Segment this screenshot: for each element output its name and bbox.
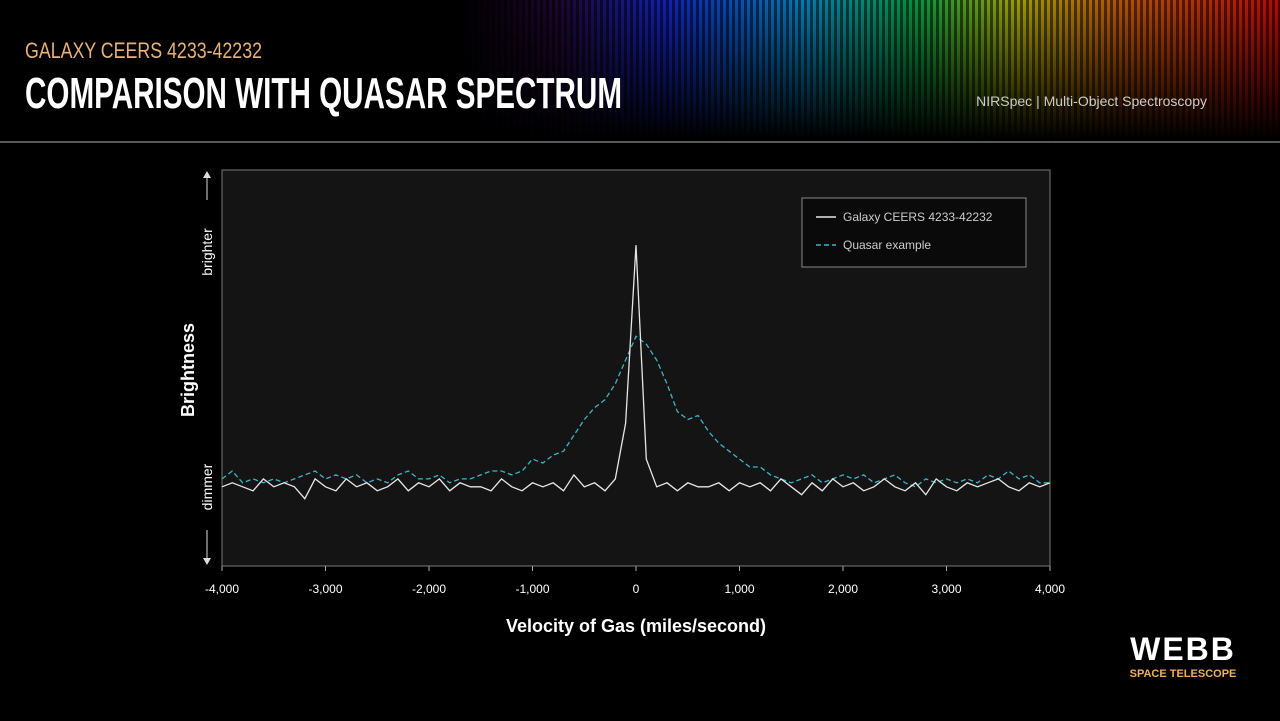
x-tick-label: 3,000 [931,582,961,596]
y-high-label: brighter [199,228,215,276]
x-axis-label: Velocity of Gas (miles/second) [506,616,766,636]
spectrum-banner [460,0,1280,140]
x-tick-label: 1,000 [724,582,754,596]
x-tick-label: 0 [633,582,640,596]
instrument: NIRSpec | Multi-Object Spectroscopy [976,93,1207,109]
x-tick-label: -3,000 [308,582,342,596]
x-tick-label: 2,000 [828,582,858,596]
x-tick-label: 4,000 [1035,582,1065,596]
x-tick-label: -2,000 [412,582,446,596]
data-line [221,245,1051,500]
kicker: GALAXY CEERS 4233-42232 [25,38,262,63]
arrow-head [203,171,211,178]
x-tick-label: -1,000 [515,582,549,596]
arrow-head [203,558,211,565]
y-low-label: dimmer [199,463,215,510]
x-tick-label: -4,000 [205,582,239,596]
y-axis-label: Brightness [178,323,198,417]
logo-name: WEBB [1130,631,1236,667]
legend-label: Quasar example [843,238,931,252]
legend-label: Galaxy CEERS 4233-42232 [843,210,993,224]
logo-tagline: SPACE TELESCOPE [1130,668,1237,680]
page-title: COMPARISON WITH QUASAR SPECTRUM [25,69,622,118]
legend-box [801,197,1027,268]
